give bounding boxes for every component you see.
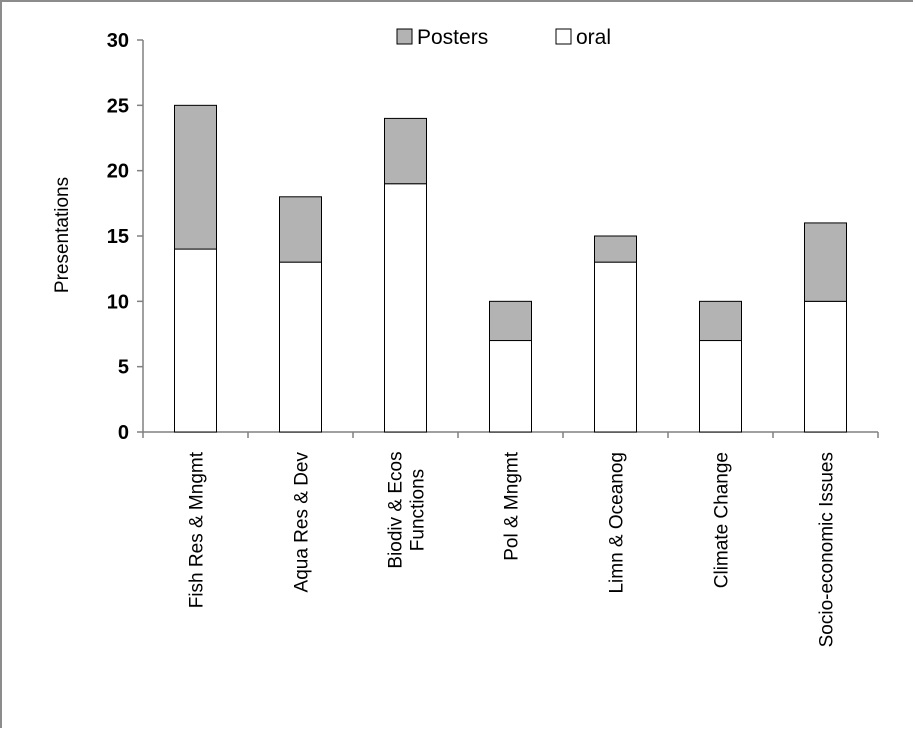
bar-oral-5 xyxy=(699,340,742,433)
bar-oral-4 xyxy=(594,261,637,433)
bar-posters-1 xyxy=(279,196,322,263)
y-tick-label: 25 xyxy=(107,95,129,117)
category-label: Fish Res & Mngmt xyxy=(187,451,208,608)
bar-oral-2 xyxy=(384,183,427,433)
legend-swatch-posters xyxy=(396,28,413,45)
bar-oral-0 xyxy=(174,248,217,433)
legend: Posters oral xyxy=(396,26,611,49)
bar-oral-6 xyxy=(804,300,847,433)
bar-posters-6 xyxy=(804,222,847,302)
y-tick-label: 20 xyxy=(107,161,129,183)
category-labels: Fish Res & Mngmt Aqua Res & Dev Biodiv & E… xyxy=(187,451,838,647)
category-label: Biodiv & EcosFunctions xyxy=(386,451,429,568)
bar-posters-4 xyxy=(594,235,637,263)
bar-posters-5 xyxy=(699,300,742,342)
legend-swatch-oral xyxy=(555,28,572,45)
y-axis-title: Presentations xyxy=(52,177,73,293)
legend-label-posters: Posters xyxy=(417,26,488,49)
x-axis xyxy=(142,431,879,438)
category-label: Socio-economic Issues xyxy=(817,452,838,647)
bar-posters-0 xyxy=(174,104,217,250)
bar-posters-2 xyxy=(384,117,427,185)
y-tick-label: 15 xyxy=(107,226,129,248)
y-axis: 0 5 10 15 20 25 30 xyxy=(107,30,144,444)
category-label: Aqua Res & Dev xyxy=(292,452,313,593)
category-label: Limn & Oceanog xyxy=(607,452,628,594)
y-tick-label: 30 xyxy=(107,30,129,52)
y-tick-label: 10 xyxy=(107,291,129,313)
legend-label-oral: oral xyxy=(576,26,611,49)
y-tick-label: 0 xyxy=(118,422,129,444)
bar-oral-3 xyxy=(489,340,532,433)
bar-posters-3 xyxy=(489,300,532,342)
category-label: Pol & Mngmt xyxy=(502,451,523,560)
y-tick-label: 5 xyxy=(118,357,129,379)
bar-oral-1 xyxy=(279,261,322,433)
category-label: Climate Change xyxy=(712,452,733,588)
bars xyxy=(174,104,847,433)
